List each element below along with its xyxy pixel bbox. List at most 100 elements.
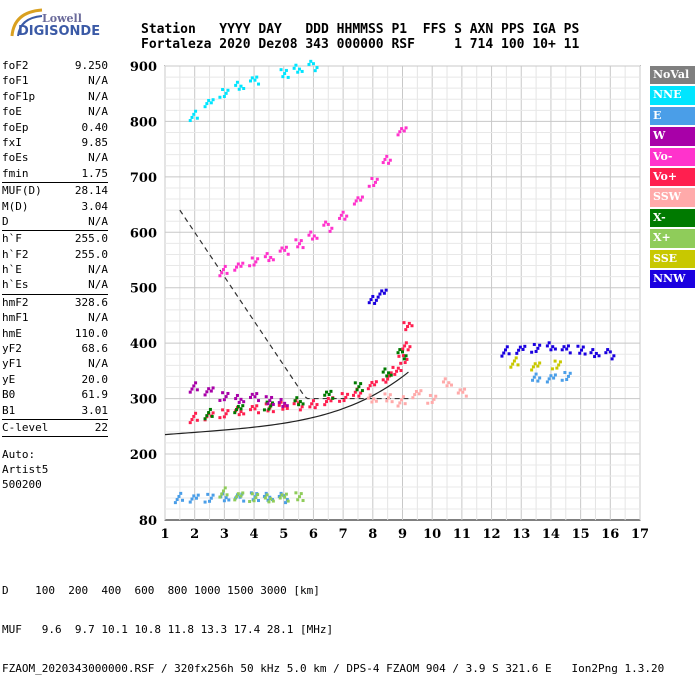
data-point	[323, 393, 327, 397]
data-point	[547, 341, 551, 345]
x-tick-label: 5	[279, 527, 288, 542]
data-point	[256, 493, 260, 497]
data-point	[194, 411, 198, 415]
data-point	[220, 492, 224, 496]
data-point	[192, 384, 196, 388]
data-point	[434, 394, 438, 398]
legend-item: NoVal	[650, 66, 695, 85]
param-value: 22	[94, 420, 108, 434]
data-point	[269, 497, 273, 501]
param-key: h`F	[2, 232, 22, 246]
data-point	[278, 249, 282, 253]
data-point	[236, 262, 240, 266]
legend-item: E	[650, 106, 695, 126]
x-tick-label: 7	[339, 527, 348, 542]
data-point	[254, 496, 258, 500]
data-point	[536, 379, 540, 383]
data-point	[203, 500, 207, 504]
data-point	[309, 59, 313, 63]
data-point	[547, 377, 551, 381]
data-point	[294, 63, 298, 67]
y-tick-label: 600	[130, 226, 157, 241]
legend-item: X+	[650, 229, 695, 248]
param-row: h`E N/A	[2, 262, 108, 277]
data-point	[262, 408, 266, 412]
data-point	[383, 392, 387, 396]
data-point	[237, 87, 241, 91]
data-point	[393, 372, 397, 376]
param-key: foF1	[2, 74, 29, 88]
data-point	[464, 394, 468, 398]
param-key: B1	[2, 403, 16, 417]
data-point	[534, 349, 538, 353]
data-point	[381, 370, 385, 374]
data-point	[370, 380, 374, 384]
param-row: MUF(D) 28.14	[2, 183, 108, 198]
data-point	[284, 68, 288, 72]
data-point	[536, 346, 540, 350]
data-point	[398, 348, 402, 352]
data-point	[388, 393, 392, 397]
data-point	[388, 158, 392, 162]
data-point	[297, 403, 301, 407]
lowell-digisonde-logo: Lowell DIGISONDE	[6, 4, 100, 44]
auto-line3: 500200	[2, 478, 42, 492]
param-key: h`Es	[2, 278, 29, 292]
data-point	[565, 347, 569, 351]
data-point	[384, 380, 388, 384]
data-point	[220, 271, 224, 275]
data-point	[368, 393, 372, 397]
data-point	[255, 404, 259, 408]
footer: D 100 200 400 600 800 1000 1500 3000 [km…	[2, 558, 664, 688]
data-point	[356, 196, 360, 200]
data-point	[297, 495, 301, 499]
data-point	[233, 498, 237, 502]
data-point	[192, 494, 196, 498]
data-point	[268, 399, 272, 403]
data-point	[224, 91, 228, 95]
param-key: yE	[2, 372, 16, 386]
y-tick-label: 80	[139, 514, 157, 529]
data-point	[267, 259, 271, 263]
x-tick-label: 17	[631, 527, 649, 542]
data-point	[538, 361, 542, 365]
data-point	[352, 393, 356, 397]
param-row: h`F 255.0	[2, 231, 108, 246]
data-point	[357, 394, 361, 398]
data-point	[315, 66, 319, 70]
data-point	[271, 410, 275, 414]
data-point	[237, 400, 241, 404]
data-point	[389, 373, 393, 377]
data-point	[203, 393, 207, 397]
data-point	[301, 402, 305, 406]
data-point	[205, 102, 209, 106]
legend-item: SSE	[650, 249, 695, 268]
data-point	[266, 498, 270, 502]
param-row: hmF2 328.6	[2, 295, 108, 310]
data-point	[391, 365, 395, 369]
data-point	[430, 400, 434, 404]
param-row: yE 20.0	[2, 372, 108, 387]
data-point	[339, 213, 343, 217]
x-tick-label: 2	[190, 527, 199, 542]
data-point	[262, 494, 266, 498]
data-point	[313, 69, 317, 73]
param-row: hmE 110.0	[2, 326, 108, 341]
param-value: 1.75	[81, 166, 109, 180]
data-point	[286, 252, 290, 256]
data-point	[589, 351, 593, 355]
param-row: fmin 1.75	[2, 166, 108, 181]
data-point	[283, 401, 287, 405]
data-point	[346, 392, 350, 396]
data-point	[399, 369, 403, 373]
data-point	[396, 404, 400, 408]
data-point	[190, 387, 194, 391]
data-point	[239, 84, 243, 88]
data-point	[371, 294, 375, 298]
data-point	[381, 378, 385, 382]
data-point	[254, 260, 258, 264]
data-point	[227, 498, 231, 502]
param-row: yF2 68.6	[2, 341, 108, 356]
legend-item: Vo-	[650, 147, 695, 166]
data-point	[530, 368, 534, 372]
